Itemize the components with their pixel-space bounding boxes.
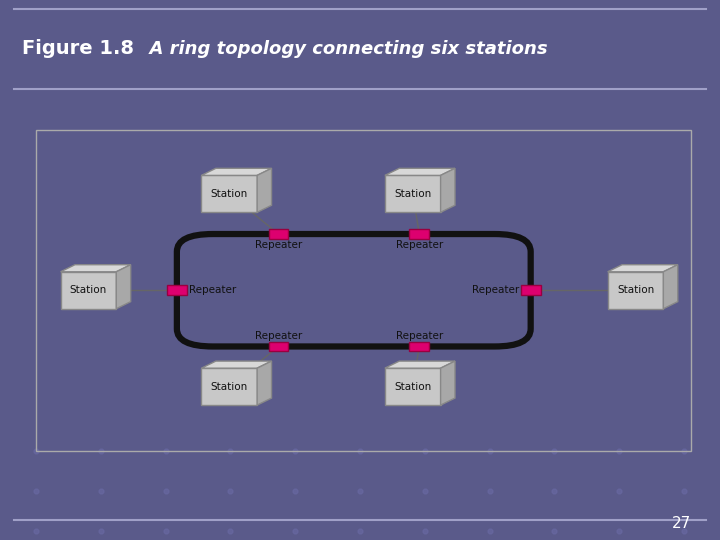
Text: Figure 1.8: Figure 1.8 xyxy=(22,39,134,58)
Bar xyxy=(385,368,441,405)
Bar xyxy=(202,176,257,212)
Text: Station: Station xyxy=(70,285,107,295)
Text: Station: Station xyxy=(211,382,248,392)
Bar xyxy=(269,342,288,352)
Text: Station: Station xyxy=(211,189,248,199)
Polygon shape xyxy=(116,265,130,309)
Text: Repeater: Repeater xyxy=(255,240,302,250)
Polygon shape xyxy=(441,168,455,212)
Text: Repeater: Repeater xyxy=(472,285,519,295)
Bar xyxy=(60,272,116,309)
Text: Repeater: Repeater xyxy=(189,285,236,295)
Polygon shape xyxy=(663,265,678,309)
Polygon shape xyxy=(257,168,271,212)
Text: A ring topology connecting six stations: A ring topology connecting six stations xyxy=(137,39,547,58)
Bar xyxy=(385,176,441,212)
Bar xyxy=(521,286,541,295)
Text: Repeater: Repeater xyxy=(255,330,302,341)
Text: Station: Station xyxy=(394,189,431,199)
Bar xyxy=(202,368,257,405)
Polygon shape xyxy=(385,361,455,368)
Polygon shape xyxy=(385,168,455,176)
Text: Station: Station xyxy=(394,382,431,392)
Polygon shape xyxy=(608,265,678,272)
Polygon shape xyxy=(202,168,271,176)
Polygon shape xyxy=(257,361,271,405)
Bar xyxy=(410,342,429,352)
Bar xyxy=(608,272,663,309)
Text: Station: Station xyxy=(617,285,654,295)
Polygon shape xyxy=(202,361,271,368)
Polygon shape xyxy=(60,265,130,272)
Text: Repeater: Repeater xyxy=(396,330,443,341)
Bar xyxy=(167,286,186,295)
Text: Repeater: Repeater xyxy=(396,240,443,250)
Bar xyxy=(410,229,429,239)
Text: 27: 27 xyxy=(672,516,691,531)
Polygon shape xyxy=(441,361,455,405)
Bar xyxy=(269,229,288,239)
